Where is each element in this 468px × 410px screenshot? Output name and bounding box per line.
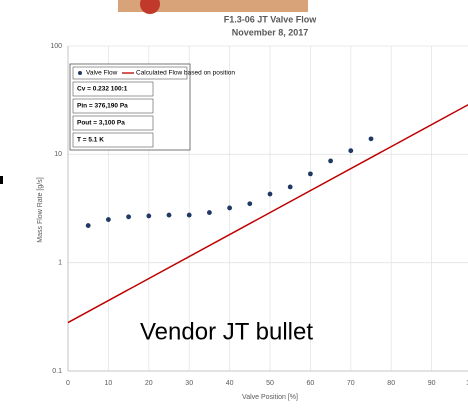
data-point (308, 171, 313, 177)
data-point (146, 213, 152, 219)
legend-marker (78, 71, 82, 75)
info-row (72, 132, 154, 148)
data-point (166, 212, 172, 218)
y-tick-label: 0.1 (52, 368, 62, 375)
chart-title: F1.3-06 JT Valve Flow (224, 14, 318, 24)
x-tick-label: 70 (347, 380, 355, 387)
info-text: Pout = 3,100 Pa (77, 120, 125, 127)
data-point (106, 217, 111, 222)
x-tick-label: 50 (266, 380, 274, 387)
data-point (207, 210, 212, 215)
edge-mark (0, 176, 3, 184)
y-tick-label: 10 (54, 151, 62, 158)
info-text: T = 5.1 K (77, 137, 104, 144)
data-point (368, 136, 374, 142)
y-tick-label: 1 (58, 260, 62, 267)
y-tick-label: 100 (50, 43, 62, 50)
data-line (67, 103, 468, 324)
y-axis-label: Mass Flow Rate [g/s] (37, 177, 44, 242)
info-text: Cv = 0.232 100:1 (77, 86, 128, 93)
x-tick-label: 60 (307, 380, 315, 387)
legend-label: Calculated Flow based on position (136, 70, 235, 77)
info-text: Pin = 376,190 Pa (77, 103, 128, 110)
data-point (328, 158, 333, 164)
x-axis-label: Valve Position [%] (242, 394, 298, 401)
data-point (267, 191, 273, 197)
info-row (72, 81, 154, 97)
x-tick-label: 20 (145, 380, 153, 387)
legend: Valve Flow Calculated Flow based on posi… (69, 63, 235, 151)
data-point (227, 205, 233, 211)
x-tick-label: 100 (466, 380, 468, 387)
chart-subtitle: November 8, 2017 (232, 27, 309, 37)
info-box: Cv = 0.232 100:1 Pin = 376,190 Pa Pout = 3… (72, 81, 154, 148)
header-image-circle (140, 0, 160, 14)
info-row (72, 98, 154, 114)
legend-label: Valve Flow (86, 70, 118, 77)
x-tick-label: 40 (226, 380, 234, 387)
x-tick-label: 0 (66, 380, 70, 387)
grid (67, 45, 468, 372)
data-point (287, 184, 293, 190)
data-point (348, 148, 354, 154)
info-row (72, 115, 154, 131)
x-tick-label: 30 (185, 380, 193, 387)
x-tick-label: 90 (428, 380, 436, 387)
x-tick-label: 80 (387, 380, 395, 387)
data-point (186, 212, 192, 218)
x-tick-label: 10 (105, 380, 113, 387)
annotation: Vendor JT bullet (140, 318, 313, 345)
data-point (85, 223, 91, 228)
header-image (118, 0, 308, 12)
plot (67, 103, 468, 324)
data-point (247, 201, 253, 207)
data-point (126, 214, 131, 220)
